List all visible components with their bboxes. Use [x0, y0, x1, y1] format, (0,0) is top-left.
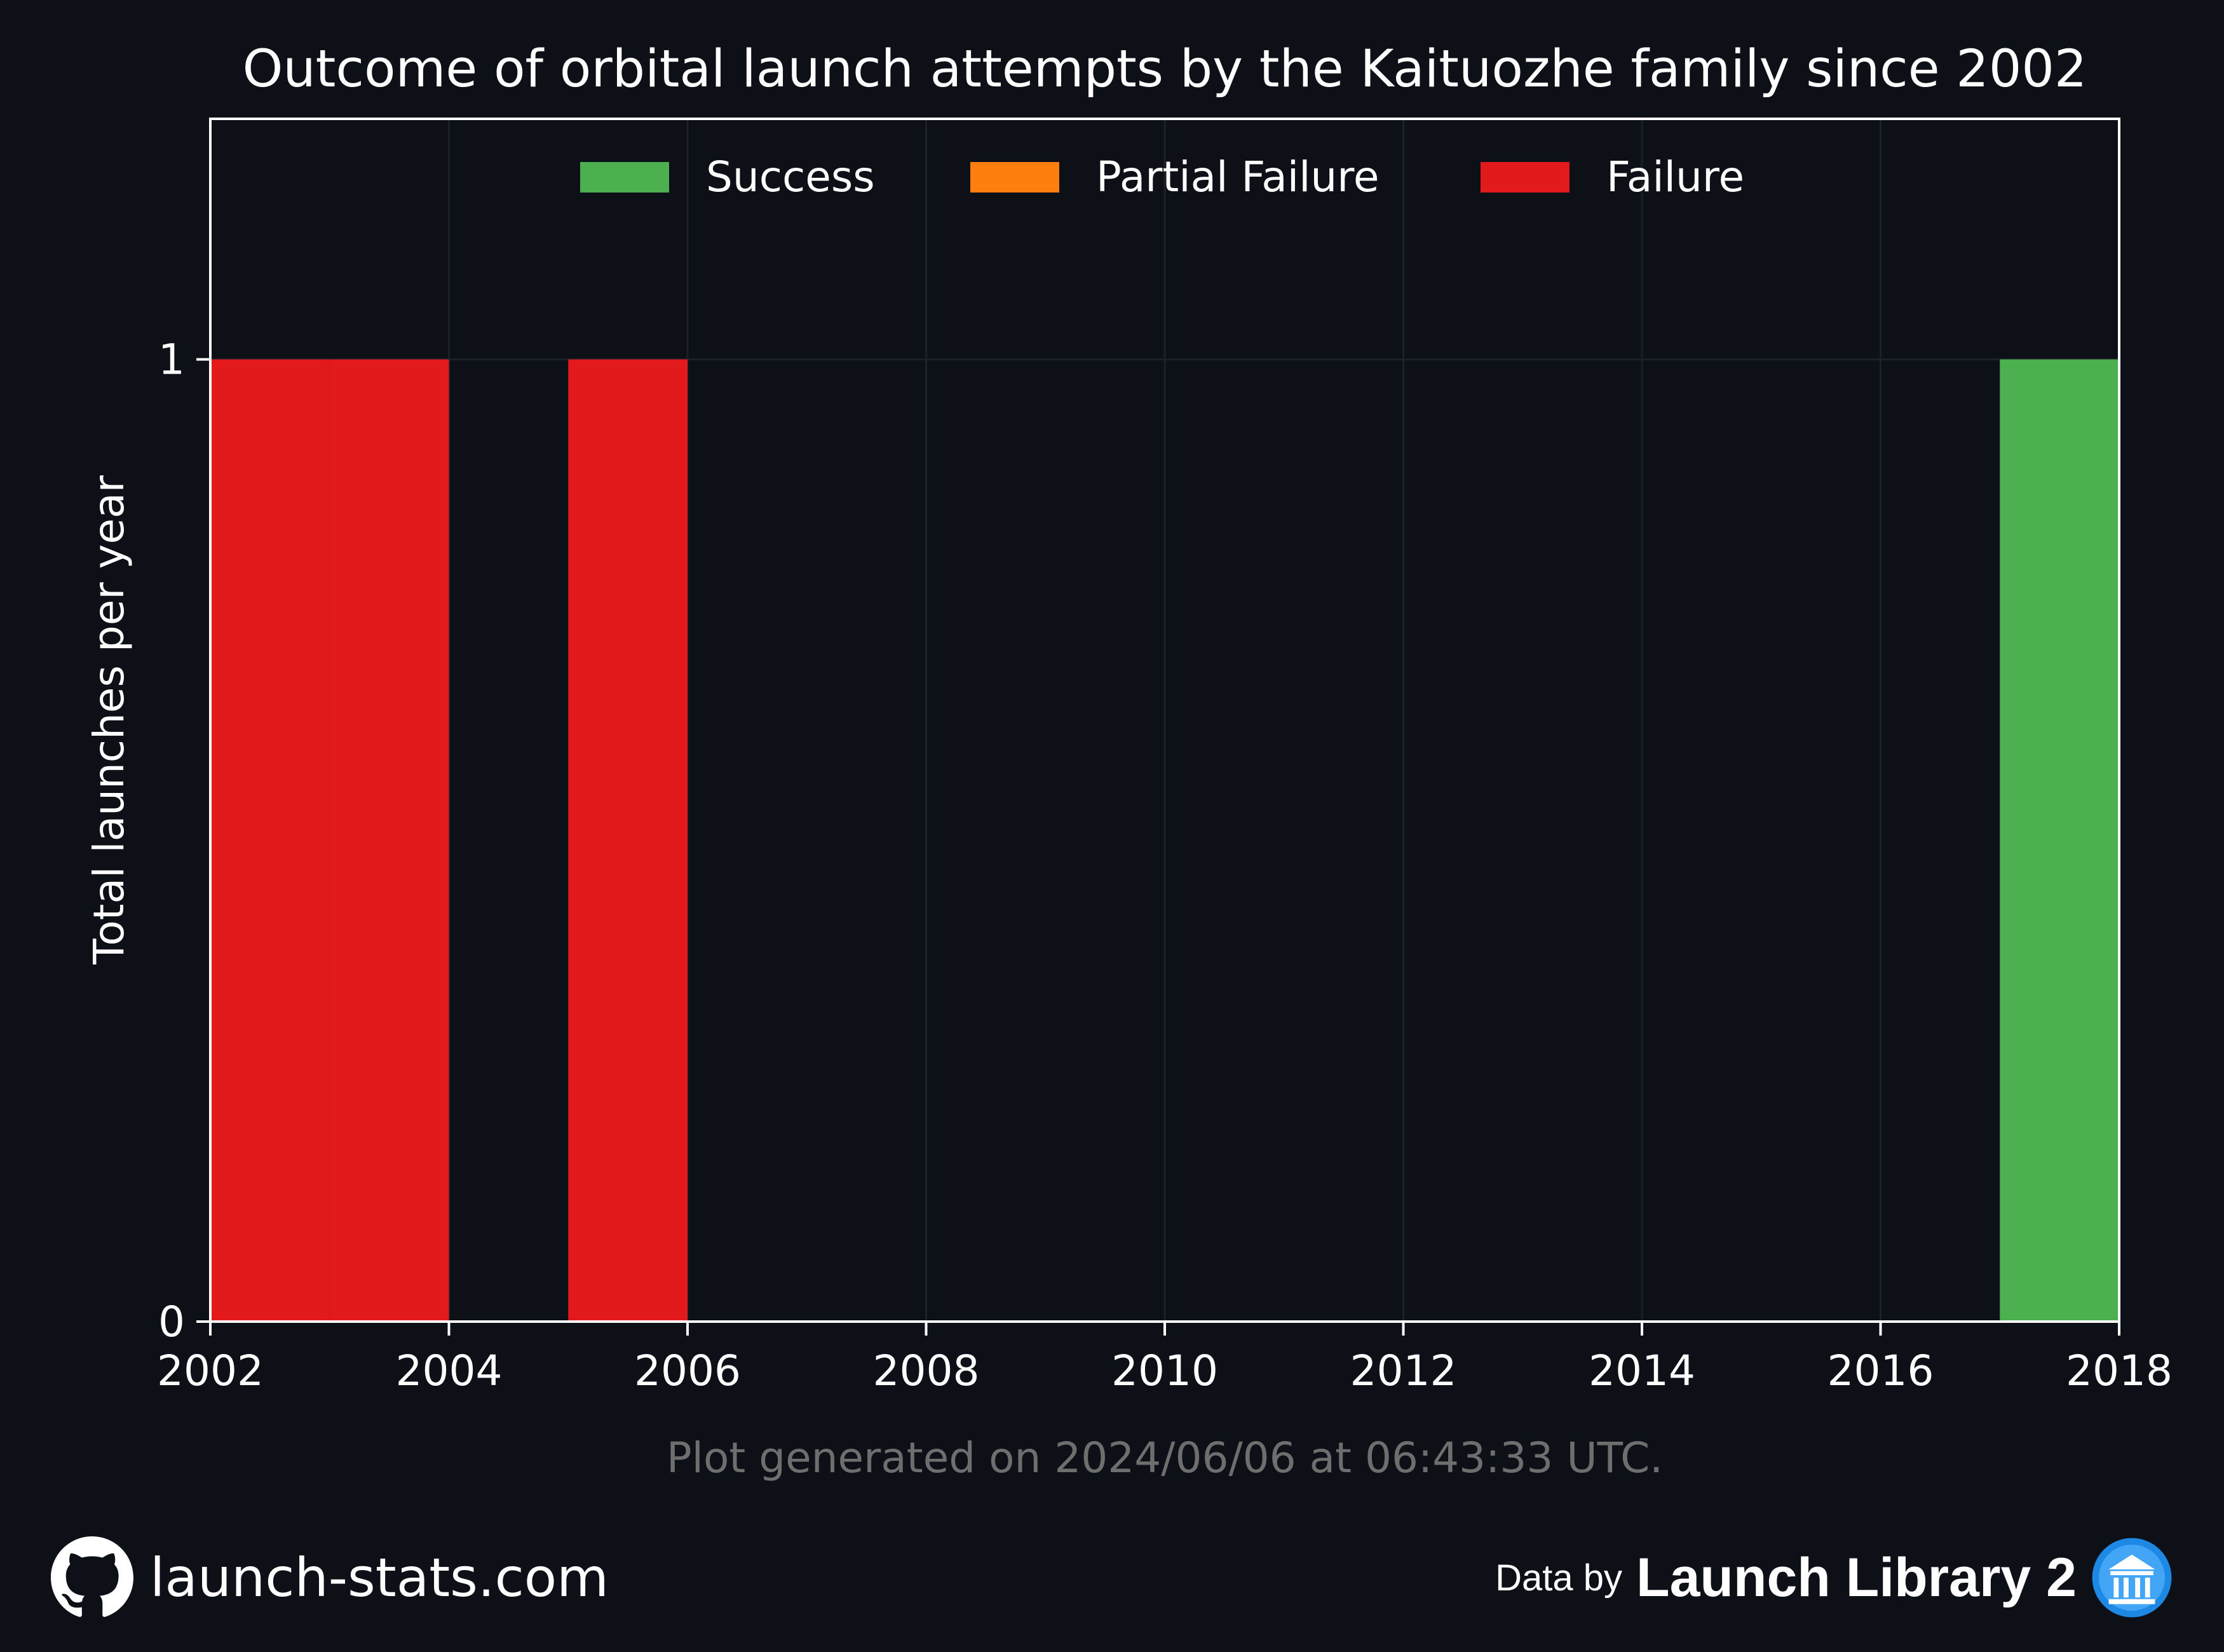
legend-swatch-success	[580, 162, 669, 193]
bar-failure-2002	[210, 359, 330, 1322]
data-by-label: Data by	[1495, 1557, 1623, 1599]
y-axis-label: Total launches per year	[85, 475, 133, 965]
generated-annotation: Plot generated on 2024/06/06 at 06:43:33…	[667, 1433, 1663, 1482]
footer-data-source[interactable]: Data by Launch Library 2	[1495, 1536, 2173, 1619]
footer-site[interactable]: launch-stats.com	[51, 1536, 609, 1619]
site-name: launch-stats.com	[150, 1547, 609, 1609]
y-axis: 01	[158, 335, 210, 1346]
y-tick-label: 1	[158, 335, 185, 384]
launch-library-icon	[2092, 1538, 2172, 1618]
legend-swatch-failure	[1481, 162, 1570, 193]
x-tick-label: 2010	[1111, 1346, 1218, 1395]
x-tick-label: 2002	[157, 1346, 264, 1395]
x-tick-label: 2008	[873, 1346, 980, 1395]
bar-failure-2003	[329, 359, 449, 1322]
x-tick-label: 2012	[1350, 1346, 1457, 1395]
x-tick-label: 2016	[1827, 1346, 1934, 1395]
y-tick-label: 0	[158, 1297, 185, 1346]
x-tick-label: 2018	[2066, 1346, 2173, 1395]
legend-label-failure: Failure	[1606, 152, 1744, 201]
grid	[209, 119, 2120, 1323]
x-axis: 2002 2004 2006 2008 2010 2012 2014 2016 2018	[157, 1322, 2173, 1395]
github-icon	[51, 1536, 133, 1617]
bars	[210, 359, 2119, 1322]
legend-label-success: Success	[706, 152, 875, 201]
bar-failure-2005	[568, 359, 688, 1322]
bar-success-2017	[2000, 359, 2119, 1322]
legend-label-partial-failure: Partial Failure	[1096, 152, 1380, 201]
legend-swatch-partial-failure	[970, 162, 1059, 193]
data-source-name: Launch Library 2	[1636, 1547, 2077, 1608]
chart-title: Outcome of orbital launch attempts by th…	[243, 39, 2087, 99]
legend: Success Partial Failure Failure	[580, 152, 1744, 201]
x-tick-label: 2004	[396, 1346, 503, 1395]
x-tick-label: 2006	[634, 1346, 741, 1395]
x-tick-label: 2014	[1589, 1346, 1695, 1395]
